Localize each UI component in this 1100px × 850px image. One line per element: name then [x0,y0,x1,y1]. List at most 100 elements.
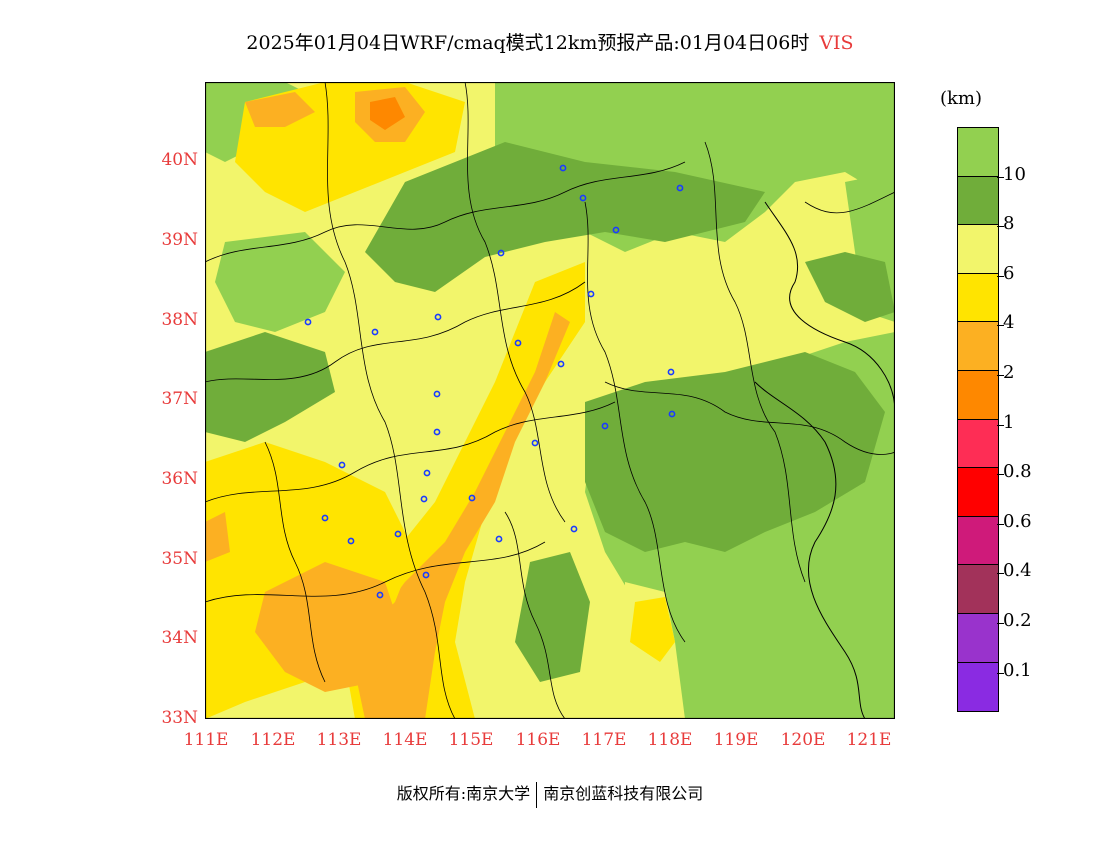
coastline [754,201,895,719]
lon-label-121e: 121E [846,730,892,750]
colorbar-swatch [958,565,998,614]
city-marker [514,339,522,347]
colorbar [957,127,999,713]
city-marker [601,422,609,430]
lon-label-112e: 112E [250,730,296,750]
visibility-region-8-10-south [515,552,590,682]
lon-label-120e: 120E [780,730,826,750]
footer-copyright: 版权所有:南京大学 [396,784,531,803]
colorbar-swatch [958,662,998,712]
colorbar-swatch [958,176,998,226]
lat-label-34n: 34N [161,628,198,648]
lat-label-40n: 40N [161,150,198,170]
colorbar-swatch [958,419,998,469]
visibility-region-4-6-southeast-patch [630,597,675,662]
colorbar-swatch [958,225,998,274]
city-marker [422,571,430,579]
colorbar-label: 2 [1003,362,1015,383]
lon-label-118e: 118E [647,730,693,750]
city-marker [321,514,329,522]
city-marker [579,194,587,202]
colorbar-swatch [958,322,998,371]
colorbar-label: 0.4 [1003,560,1032,582]
city-marker [531,439,539,447]
lon-label-114e: 114E [382,730,428,750]
footer-company: 南京创蓝科技有限公司 [543,784,704,803]
city-marker [433,428,441,436]
city-marker [376,591,384,599]
visibility-region-1-2-northwest [370,97,405,130]
colorbar-tick [997,226,1004,228]
colorbar-label: 6 [1003,262,1015,284]
map-frame [205,82,895,719]
colorbar-tick [997,325,1004,327]
colorbar-unit: (km) [940,88,983,109]
visibility-region-west-green [215,232,345,332]
city-marker [612,226,620,234]
city-marker [667,368,675,376]
colorbar-tick [997,474,1004,476]
city-marker [497,249,505,257]
city-marker [371,328,379,336]
city-marker [468,494,476,502]
visibility-region-8-10-ne-pocket [805,252,895,322]
lon-label-111e: 111E [183,730,229,750]
colorbar-label: 0.6 [1003,510,1032,532]
city-marker [587,290,595,298]
footer: 版权所有:南京大学 南京创蓝科技有限公司 [0,780,1100,808]
colorbar-swatch [958,468,998,517]
city-marker [304,318,312,326]
visibility-region-2-4-north-small [245,92,315,127]
city-marker [676,184,684,192]
visibility-region-8-10-west [205,332,335,442]
city-marker [559,164,567,172]
lat-label-39n: 39N [161,230,198,250]
colorbar-tick [997,375,1004,376]
colorbar-tick [997,573,1004,575]
colorbar-swatch [958,516,998,566]
lat-label-38n: 38N [161,310,198,330]
lat-label-35n: 35N [161,549,198,569]
colorbar-label: 10 [1003,163,1026,185]
city-marker [420,495,428,503]
title-main: 2025年01月04日WRF/cmaq模式12km预报产品:01月04日06时 [246,32,810,54]
visibility-map [205,82,895,719]
city-marker [495,535,503,543]
city-markers [304,164,684,599]
colorbar-tick [997,275,1004,277]
city-marker [338,461,346,469]
colorbar-swatch [958,613,998,663]
city-marker [433,390,441,398]
colorbar-tick [997,424,1004,426]
lat-label-36n: 36N [161,469,198,489]
lat-label-33n: 33N [161,708,198,728]
colorbar-label: 4 [1003,312,1015,334]
visibility-region-8-10-southeast [585,352,885,552]
city-marker [394,530,402,538]
colorbar-label: 8 [1003,213,1015,235]
city-marker [570,525,578,533]
city-marker [423,469,431,477]
footer-separator [536,781,538,808]
lon-label-117e: 117E [581,730,627,750]
lon-label-115e: 115E [448,730,494,750]
colorbar-label: 1 [1003,411,1015,433]
city-marker [668,410,676,418]
lat-label-37n: 37N [161,389,198,409]
colorbar-label: 0.8 [1003,461,1032,483]
lon-label-119e: 119E [713,730,759,750]
lon-label-113e: 113E [316,730,362,750]
visibility-region-2-4-southwest [255,562,405,692]
colorbar-swatch [958,273,998,323]
chart-title: 2025年01月04日WRF/cmaq模式12km预报产品:01月04日06时 V… [0,28,1100,55]
colorbar-tick [997,176,1004,178]
colorbar-swatch [958,370,998,420]
visibility-region-8-10-north [365,142,765,292]
colorbar-label: 0.2 [1003,610,1032,631]
city-marker [557,360,565,368]
colorbar-label: 0.1 [1003,659,1032,681]
admin-boundaries [205,82,895,719]
colorbar-swatch [958,128,998,177]
colorbar-tick [997,623,1004,624]
colorbar-tick [997,672,1004,674]
